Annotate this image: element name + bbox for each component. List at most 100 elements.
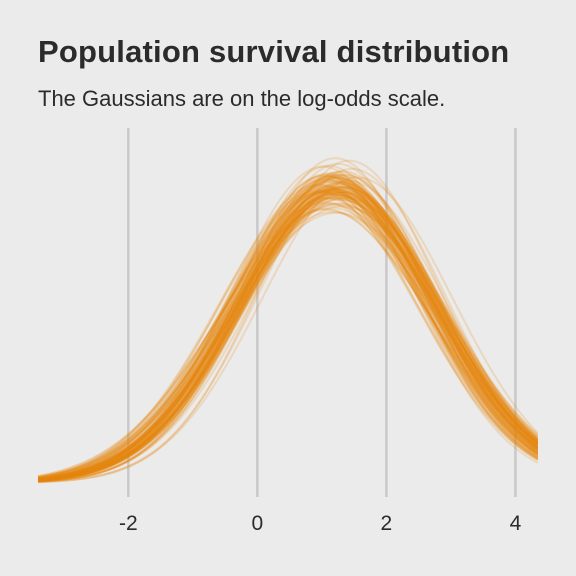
- density-curve: [38, 191, 538, 479]
- density-curve: [38, 165, 538, 482]
- density-curve: [38, 164, 538, 482]
- chart-subtitle: The Gaussians are on the log-odds scale.: [38, 86, 446, 111]
- density-curve: [38, 193, 538, 481]
- density-curve: [38, 205, 538, 480]
- density-curve: [38, 157, 538, 483]
- density-curve: [38, 189, 538, 481]
- density-curve: [38, 178, 538, 482]
- density-curve: [38, 196, 538, 482]
- density-curve: [38, 174, 538, 482]
- density-curve: [38, 172, 538, 482]
- density-curve: [38, 187, 538, 481]
- density-curve: [38, 191, 538, 480]
- density-curve: [38, 185, 538, 482]
- density-curve: [38, 175, 538, 482]
- density-curve: [38, 190, 538, 481]
- x-tick-label: 4: [510, 512, 522, 535]
- density-curve: [38, 179, 538, 483]
- density-curve: [38, 187, 538, 482]
- density-curve: [38, 181, 538, 482]
- density-curve: [38, 194, 538, 482]
- density-curve: [38, 189, 538, 480]
- density-curve: [38, 188, 538, 482]
- density-curve: [38, 186, 538, 482]
- density-curve: [38, 177, 538, 482]
- density-curve: [38, 201, 538, 478]
- density-curve: [38, 192, 538, 482]
- density-curve: [38, 182, 538, 482]
- density-curve: [38, 204, 538, 479]
- density-curve: [38, 190, 538, 481]
- density-curve: [38, 173, 538, 483]
- density-curve: [38, 196, 538, 481]
- density-curve: [38, 191, 538, 481]
- density-curve: [38, 196, 538, 480]
- density-curve: [38, 194, 538, 481]
- density-curve: [38, 184, 538, 482]
- x-tick-label: 0: [252, 512, 264, 535]
- density-curve: [38, 190, 538, 480]
- density-curve: [38, 202, 538, 479]
- density-curve: [38, 186, 538, 481]
- density-curve: [38, 183, 538, 480]
- chart-title: Population survival distribution: [38, 34, 510, 69]
- density-curve: [38, 190, 538, 482]
- density-curve: [38, 190, 538, 481]
- density-curve: [38, 187, 538, 481]
- density-curve: [38, 196, 538, 481]
- density-curve: [38, 162, 538, 483]
- density-curve: [38, 176, 538, 482]
- density-curve: [38, 188, 538, 482]
- density-curve: [38, 184, 538, 480]
- density-curve: [38, 178, 538, 481]
- density-curve: [38, 187, 538, 481]
- density-curve: [38, 193, 538, 481]
- density-curve: [38, 207, 538, 478]
- density-curve: [38, 174, 538, 483]
- density-curve: [38, 184, 538, 482]
- density-curve: [38, 211, 538, 478]
- density-curve: [38, 191, 538, 482]
- density-curve: [38, 191, 538, 481]
- density-curve: [38, 181, 538, 482]
- density-curve: [38, 202, 538, 480]
- density-curve: [38, 190, 538, 482]
- density-curve: [38, 197, 538, 479]
- x-axis-tick-labels: -2 0 2 4: [119, 512, 522, 535]
- density-curve: [38, 173, 538, 482]
- density-curve: [38, 185, 538, 482]
- density-curve: [38, 197, 538, 481]
- density-curve: [38, 181, 538, 482]
- density-curve: [38, 192, 538, 481]
- density-curve: [38, 182, 538, 482]
- density-curve: [38, 174, 538, 482]
- density-curve: [38, 159, 538, 484]
- density-curve: [38, 179, 538, 482]
- density-curve: [38, 177, 538, 482]
- density-curve: [38, 186, 538, 482]
- density-curve: [38, 176, 538, 482]
- density-curve: [38, 170, 538, 483]
- x-tick-label: 2: [381, 512, 393, 535]
- density-curve: [38, 206, 538, 479]
- density-curve: [38, 190, 538, 481]
- density-curve: [38, 179, 538, 482]
- density-curve: [38, 186, 538, 482]
- density-curve: [38, 185, 538, 482]
- density-curve: [38, 185, 538, 481]
- density-curve: [38, 171, 538, 483]
- density-curve: [38, 208, 538, 477]
- density-curve: [38, 176, 538, 482]
- density-curve: [38, 194, 538, 481]
- density-curve: [38, 194, 538, 481]
- x-tick-label: -2: [119, 512, 138, 535]
- density-curve: [38, 175, 538, 482]
- density-curve: [38, 187, 538, 480]
- density-curve: [38, 198, 538, 481]
- gridlines: [127, 128, 517, 497]
- density-curve: [38, 189, 538, 480]
- density-curve: [38, 174, 538, 483]
- density-curve: [38, 202, 538, 480]
- density-curve: [38, 182, 538, 482]
